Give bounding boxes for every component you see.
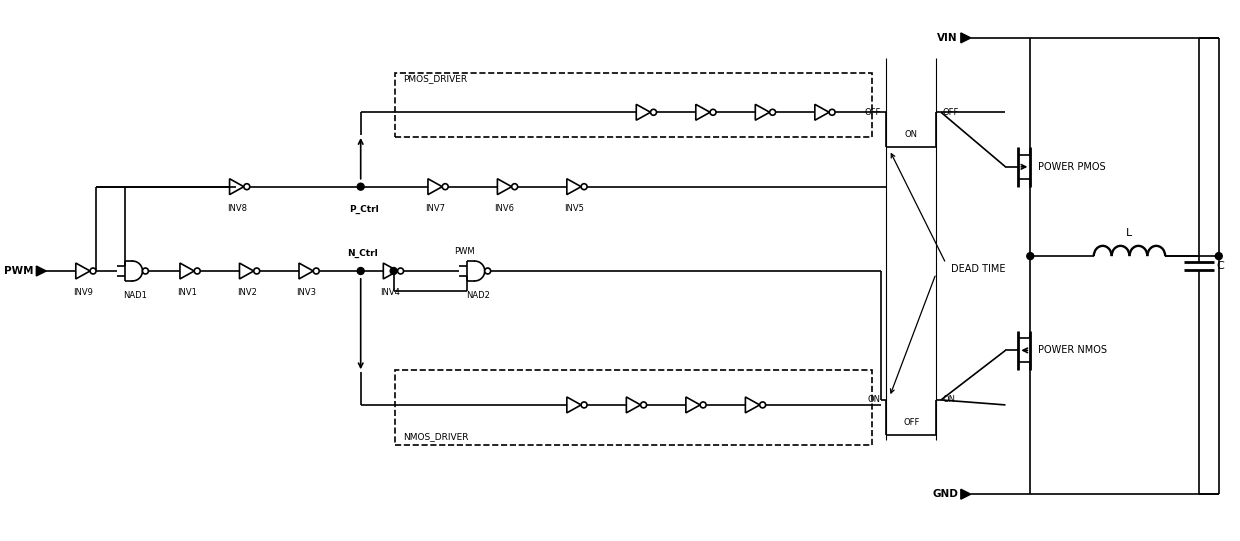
Circle shape (391, 267, 397, 274)
Polygon shape (36, 266, 46, 276)
Circle shape (1027, 253, 1034, 260)
Text: L: L (1126, 228, 1132, 238)
Circle shape (314, 268, 319, 274)
Text: ON: ON (868, 395, 880, 405)
Circle shape (91, 268, 95, 274)
Text: NMOS_DRIVER: NMOS_DRIVER (403, 433, 469, 441)
Text: NAD2: NAD2 (466, 291, 490, 300)
Text: INV9: INV9 (73, 288, 93, 297)
Circle shape (357, 267, 365, 274)
Circle shape (582, 184, 587, 190)
Text: OFF: OFF (903, 418, 919, 427)
Text: C: C (1216, 261, 1225, 271)
Text: POWER PMOS: POWER PMOS (1038, 162, 1106, 172)
Circle shape (195, 268, 200, 274)
Circle shape (143, 268, 149, 274)
Text: P_Ctrl: P_Ctrl (348, 204, 378, 214)
Text: OFF: OFF (864, 108, 880, 117)
Text: INV5: INV5 (564, 203, 584, 213)
Text: GND: GND (932, 489, 957, 499)
Circle shape (770, 109, 775, 115)
Circle shape (512, 184, 517, 190)
Text: ON: ON (905, 130, 918, 139)
Circle shape (651, 109, 656, 115)
Circle shape (641, 402, 646, 408)
Circle shape (254, 268, 259, 274)
Circle shape (760, 402, 765, 408)
Text: NAD1: NAD1 (124, 291, 148, 300)
Text: INV8: INV8 (227, 203, 247, 213)
Circle shape (485, 268, 491, 274)
Circle shape (244, 184, 249, 190)
Text: INV3: INV3 (296, 288, 316, 297)
Circle shape (582, 402, 587, 408)
Circle shape (1215, 253, 1223, 260)
Text: INV1: INV1 (177, 288, 197, 297)
Circle shape (701, 402, 706, 408)
Text: N_Ctrl: N_Ctrl (347, 249, 378, 258)
Text: INV2: INV2 (237, 288, 257, 297)
Polygon shape (961, 33, 971, 43)
Bar (396, 370, 872, 445)
Bar (396, 72, 872, 137)
Text: INV6: INV6 (495, 203, 515, 213)
Text: INV4: INV4 (381, 288, 401, 297)
Text: OFF: OFF (942, 108, 959, 117)
Text: PWM: PWM (4, 266, 33, 276)
Text: PMOS_DRIVER: PMOS_DRIVER (403, 74, 467, 83)
Circle shape (711, 109, 715, 115)
Text: ON: ON (942, 395, 955, 405)
Text: VIN: VIN (937, 33, 957, 43)
Circle shape (357, 183, 365, 190)
Circle shape (443, 184, 448, 190)
Text: DEAD TIME: DEAD TIME (951, 263, 1006, 274)
Circle shape (830, 109, 835, 115)
Text: PWM: PWM (455, 247, 475, 256)
Polygon shape (961, 489, 971, 499)
Circle shape (398, 268, 403, 274)
Text: POWER NMOS: POWER NMOS (1038, 345, 1107, 355)
Text: INV7: INV7 (425, 203, 445, 213)
